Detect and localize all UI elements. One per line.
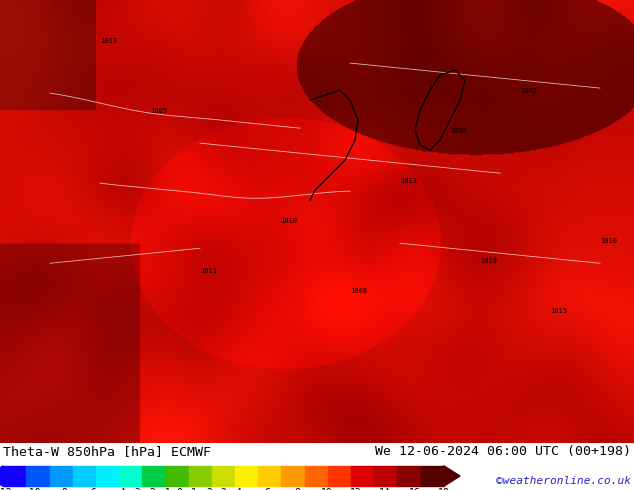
Text: 3: 3 <box>221 488 226 490</box>
Text: 1005: 1005 <box>520 88 537 94</box>
Text: 1010: 1010 <box>480 258 497 264</box>
Bar <box>3 466 27 486</box>
Bar <box>351 466 374 486</box>
Bar <box>398 466 420 486</box>
Text: -12: -12 <box>0 488 12 490</box>
Bar <box>235 466 258 486</box>
Bar <box>96 466 119 486</box>
Text: 6: 6 <box>264 488 271 490</box>
Bar <box>258 466 281 486</box>
Bar <box>420 466 444 486</box>
Text: 16: 16 <box>408 488 420 490</box>
Bar <box>328 466 351 486</box>
Text: 18: 18 <box>438 488 450 490</box>
Text: -1: -1 <box>159 488 171 490</box>
Text: 12: 12 <box>350 488 361 490</box>
Text: 1: 1 <box>191 488 197 490</box>
Text: Theta-W 850hPa [hPa] ECMWF: Theta-W 850hPa [hPa] ECMWF <box>3 445 211 458</box>
Bar <box>212 466 235 486</box>
Text: 8: 8 <box>294 488 300 490</box>
Bar <box>374 466 398 486</box>
Text: 1010: 1010 <box>600 238 617 244</box>
Polygon shape <box>0 466 3 486</box>
Text: 1005: 1005 <box>150 108 167 114</box>
Bar <box>49 466 73 486</box>
Bar <box>305 466 328 486</box>
Text: 1005: 1005 <box>450 128 467 134</box>
Text: -10: -10 <box>23 488 41 490</box>
Text: 1008: 1008 <box>350 288 367 294</box>
Text: 2: 2 <box>206 488 212 490</box>
Text: -4: -4 <box>115 488 127 490</box>
Polygon shape <box>444 466 460 486</box>
Text: 14: 14 <box>379 488 391 490</box>
Text: We 12-06-2024 06:00 UTC (00+198): We 12-06-2024 06:00 UTC (00+198) <box>375 445 631 458</box>
Text: 1013: 1013 <box>100 38 117 44</box>
Text: 1011: 1011 <box>200 269 217 274</box>
Text: 1015: 1015 <box>550 308 567 314</box>
Bar <box>189 466 212 486</box>
Text: ©weatheronline.co.uk: ©weatheronline.co.uk <box>496 476 631 486</box>
Bar <box>27 466 49 486</box>
Text: 10: 10 <box>320 488 332 490</box>
Text: 1010: 1010 <box>280 218 297 224</box>
Bar <box>73 466 96 486</box>
Text: -2: -2 <box>144 488 156 490</box>
Text: 1013: 1013 <box>400 178 417 184</box>
Bar <box>165 466 189 486</box>
Text: -3: -3 <box>129 488 141 490</box>
Bar <box>119 466 142 486</box>
Text: 0: 0 <box>176 488 183 490</box>
Text: -8: -8 <box>56 488 68 490</box>
Bar <box>142 466 165 486</box>
Text: -6: -6 <box>86 488 97 490</box>
Text: 4: 4 <box>235 488 241 490</box>
Bar <box>281 466 305 486</box>
